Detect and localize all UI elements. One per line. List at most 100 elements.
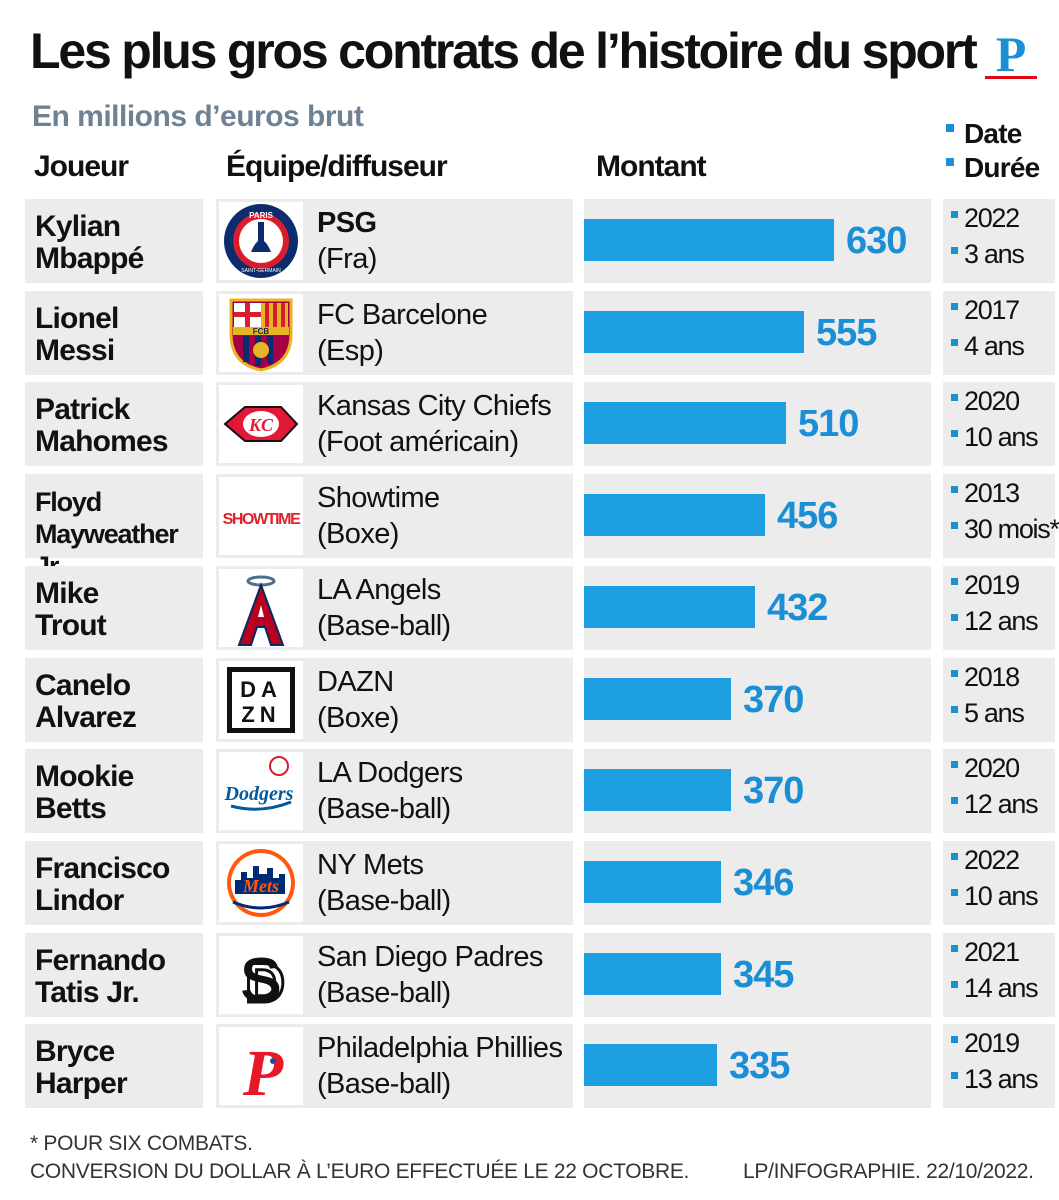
player-last-name: Messi [35,334,115,367]
team-sport: (Esp) [317,335,384,367]
team-sport: (Base-ball) [317,977,451,1009]
player-cell: Lionel Messi [25,291,203,375]
contract-duration: 10 ans [951,422,1039,453]
amount-label: 345 [733,954,794,996]
bullet-square-icon [951,394,958,401]
bullet-square-icon [951,1036,958,1043]
bar-cell: 630 [584,199,931,283]
player-cell: Bryce Harper [25,1024,203,1108]
amount-bar [584,1044,717,1086]
player-name: Mookie Betts [35,761,134,825]
bullet-square-icon [951,614,958,621]
team-name: San Diego Padres [317,941,543,973]
svg-text:ZN: ZN [241,702,280,727]
contract-duration: 14 ans [951,973,1039,1004]
player-first-name: Floyd [35,487,102,517]
footnote-conversion: CONVERSION DU DOLLAR À L’EURO EFFECTUÉE … [30,1160,690,1183]
svg-text:FCB: FCB [253,327,270,336]
player-name: Francisco Lindor [35,853,170,917]
amount-label: 432 [767,587,828,629]
contract-date: 2020 [951,386,1020,417]
mets-logo-icon: Mets [219,844,303,922]
player-first-name: Patrick [35,393,130,426]
player-cell: Mookie Betts [25,749,203,833]
team-sport: (Base-ball) [317,610,451,642]
team-cell: Dodgers LA Dodgers (Base-ball) [216,749,573,833]
legend-date: Date [946,118,1022,150]
contract-date: 2019 [951,570,1020,601]
date-cell: 2019 13 ans [943,1024,1055,1108]
table-row: Patrick Mahomes KC Kansas City Chiefs (Foot … [0,382,1059,466]
contract-date: 2017 [951,295,1020,326]
team-cell: Mets NY Mets (Base-ball) [216,841,573,925]
amount-label: 630 [846,220,907,262]
team-cell: S D San Diego Padres (Base-ball) [216,933,573,1017]
team-info: FC Barcelone (Esp) [317,297,488,369]
amount-label: 555 [816,312,877,354]
team-sport: (Boxe) [317,702,399,734]
team-info: NY Mets (Base-ball) [317,847,451,919]
column-header-team: Équipe/diffuseur [226,150,448,183]
contract-duration: 3 ans [951,239,1025,270]
credit-line: LP/INFOGRAPHIE. 22/10/2022. [743,1160,1034,1183]
team-info: LA Dodgers (Base-ball) [317,755,463,827]
bullet-square-icon [951,670,958,677]
player-name: Canelo Alvarez [35,670,137,734]
team-cell: KC Kansas City Chiefs (Foot américain) [216,382,573,466]
amount-bar [584,769,731,811]
player-last-name: Harper [35,1067,128,1100]
team-name: LA Angels [317,574,441,606]
team-sport: (Base-ball) [317,793,451,825]
date-cell: 2020 10 ans [943,382,1055,466]
team-cell: SHOWTIME Showtime (Boxe) [216,474,573,558]
svg-text:S: S [240,944,283,1014]
date-cell: 2018 5 ans [943,658,1055,742]
bullet-square-icon [951,522,958,529]
bullet-square-icon [951,797,958,804]
showtime-logo-icon: SHOWTIME [219,477,303,555]
team-sport: (Boxe) [317,518,399,550]
bullet-square-icon [951,1072,958,1079]
player-first-name: Mookie [35,760,134,793]
svg-text:SAINT-GERMAIN: SAINT-GERMAIN [241,268,281,274]
chiefs-logo-icon: KC [219,385,303,463]
date-cell: 2013 30 mois* [943,474,1059,558]
team-sport: (Base-ball) [317,885,451,917]
svg-text:PARIS: PARIS [249,211,274,220]
table-row: Fernando Tatis Jr. S D San Diego Padres (Base… [0,933,1059,1017]
team-cell: P Philadelphia Phillies (Base-ball) [216,1024,573,1108]
team-info: Kansas City Chiefs (Foot américain) [317,388,552,460]
team-sport: (Fra) [317,243,377,275]
amount-label: 370 [743,770,804,812]
amount-label: 370 [743,679,804,721]
player-last-name: Tatis Jr. [35,976,140,1009]
bullet-square-icon [951,761,958,768]
column-header-amount: Montant [596,150,707,183]
amount-label: 456 [777,495,838,537]
player-first-name: Lionel [35,302,119,335]
player-first-name: Mike [35,577,99,610]
date-cell: 2019 12 ans [943,566,1055,650]
team-cell: FCB FC Barcelone (Esp) [216,291,573,375]
svg-text:D: D [245,951,285,1014]
player-name: Bryce Harper [35,1036,128,1100]
bullet-square-icon [951,706,958,713]
player-cell: Canelo Alvarez [25,658,203,742]
table-row: Mookie Betts Dodgers LA Dodgers (Base-ball) 3… [0,749,1059,833]
bar-cell: 370 [584,658,931,742]
bar-cell: 346 [584,841,931,925]
date-cell: 2020 12 ans [943,749,1055,833]
player-name: Kylian Mbappé [35,211,144,275]
player-last-name: Betts [35,792,107,825]
team-name: NY Mets [317,849,424,881]
legend-square-icon [946,123,954,132]
team-name: Philadelphia Phillies [317,1032,563,1064]
amount-bar [584,678,731,720]
bullet-square-icon [951,211,958,218]
player-last-name: Lindor [35,884,124,917]
team-info: Philadelphia Phillies (Base-ball) [317,1030,563,1102]
team-name: DAZN [317,666,394,698]
